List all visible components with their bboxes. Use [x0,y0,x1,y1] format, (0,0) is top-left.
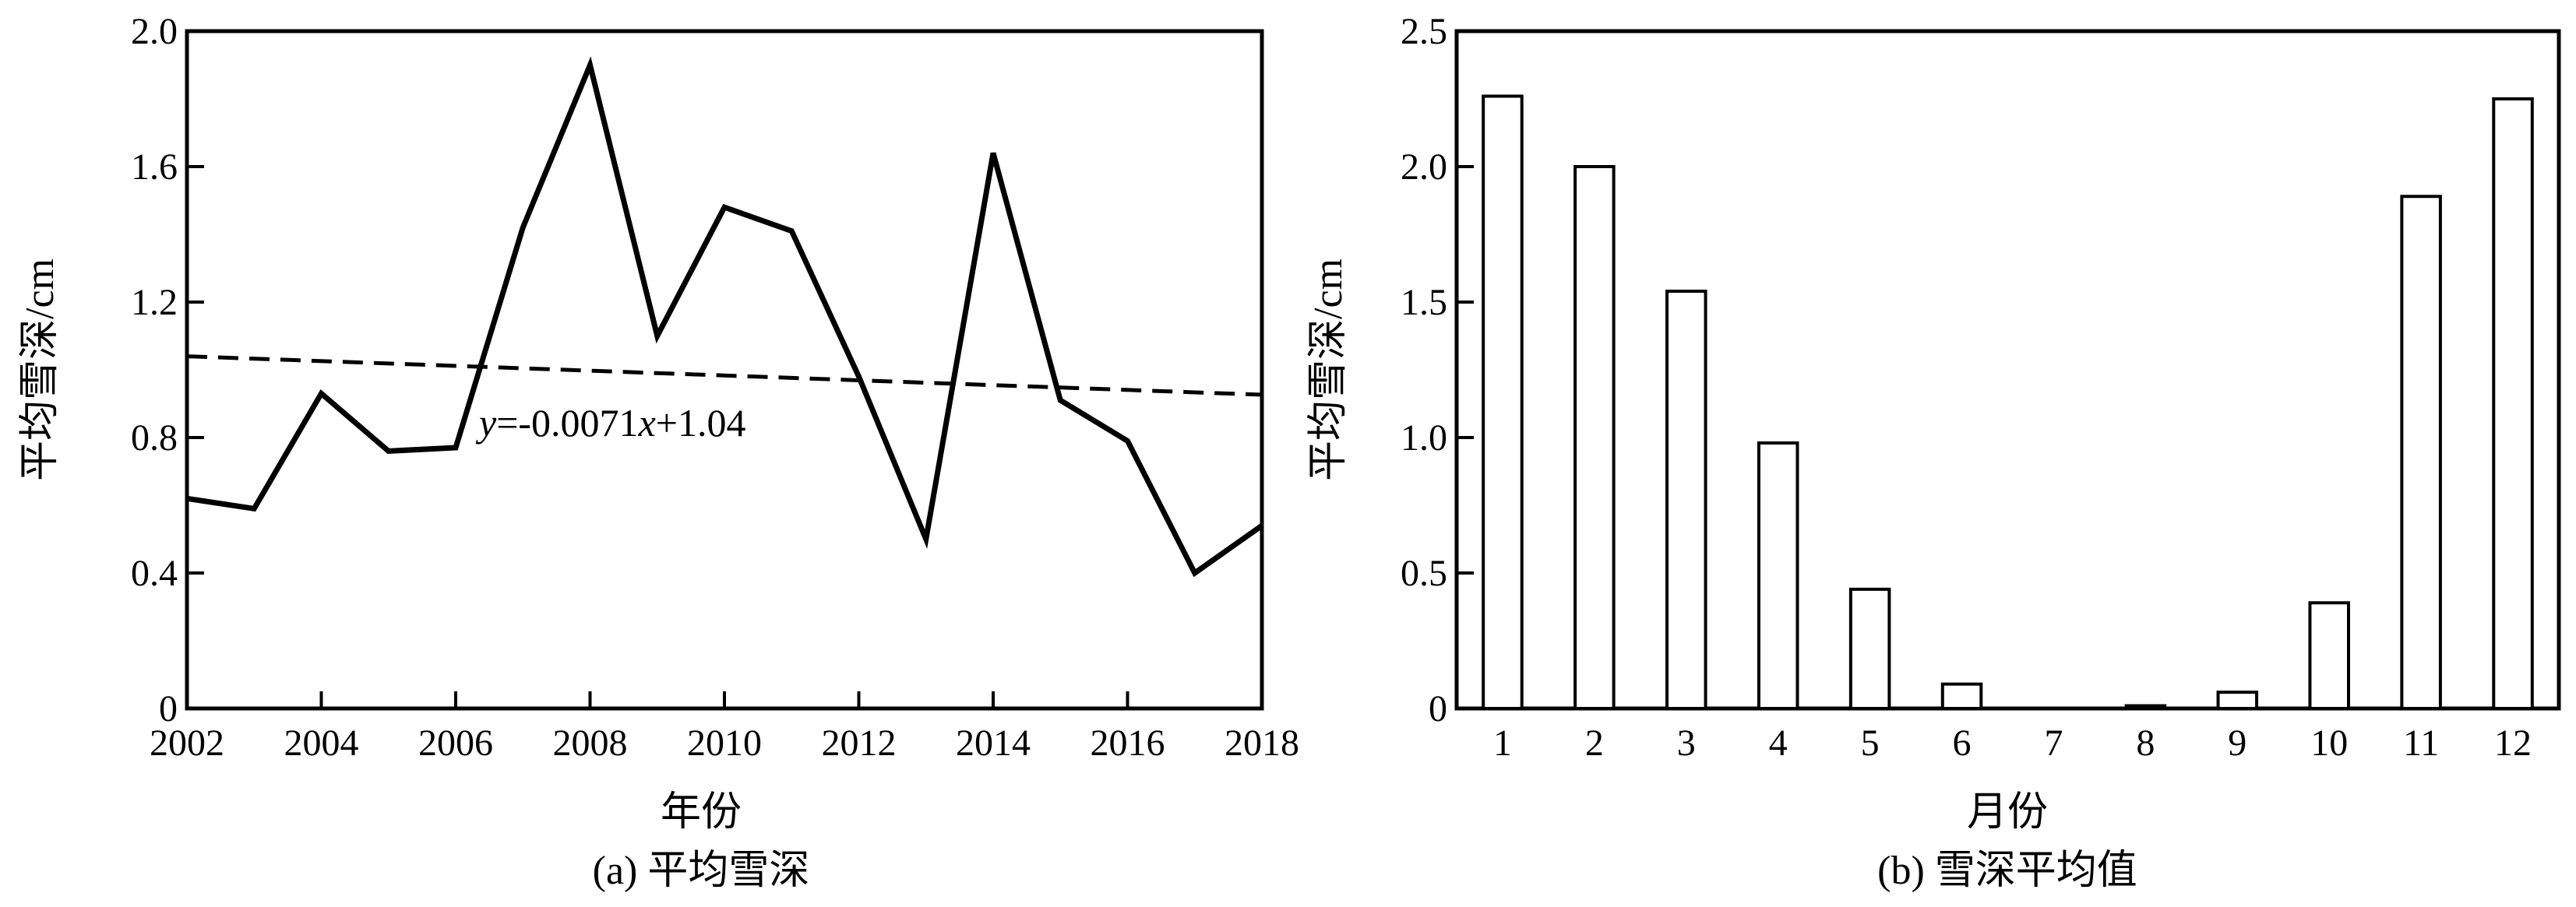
x-tick-label: 5 [1861,722,1880,764]
bar [2124,704,2167,711]
series-point [388,450,389,452]
panel-a-eqn-intercept: +1.04 [656,401,746,445]
panel-a-data-points [186,65,1263,574]
bar [1848,587,1891,710]
y-tick-label: 1.6 [131,146,178,188]
panel-a-y-ticks: 0 0.4 0.8 1.2 1.6 2.0 [131,11,204,729]
series-point [925,539,927,540]
panel-a-trend-equation: y=-0.0071x+1.04 [475,401,745,445]
panel-a-y-axis-label: 平均雪深/cm [18,258,62,481]
y-tick-label: 0 [159,688,178,729]
x-tick-label: 2010 [687,722,762,764]
x-tick-label: 9 [2228,722,2247,764]
panel-b-bars [1482,94,2534,711]
y-tick-label: 0.5 [1401,553,1447,594]
bar [1573,165,1616,710]
bar [1482,94,1524,710]
x-tick-label: 12 [2494,722,2532,764]
x-tick-label: 2014 [956,722,1031,764]
bar [2216,691,2259,710]
panel-b-y-axis-label: 平均雪深/cm [1306,258,1351,481]
x-tick-label: 8 [2136,722,2155,764]
x-tick-label: 4 [1769,722,1788,764]
panel-a-eqn-x: x [638,401,656,445]
panel-a-caption: (a) 平均雪深 [593,849,810,893]
panel-a-plot-frame [185,29,1264,711]
panel-a-x-ticks: 2002 2004 2006 2008 2010 2012 2014 2016 2018 [150,691,1299,764]
x-tick-label: 7 [2044,722,2063,764]
series-point [253,508,255,509]
x-tick-label: 2018 [1225,722,1299,764]
panel-b-x-ticks: 1 2 3 4 5 6 7 8 9 10 11 12 [1493,722,2532,764]
panel-a-line-chart: 0 0.4 0.8 1.2 1.6 2.0 2002 2004 2006 2008 2010 201… [18,11,1299,893]
panel-a-series-line [186,56,1264,578]
panel-a-trend-line [186,354,1263,397]
y-tick-label: 1.5 [1401,282,1447,323]
series-point [1059,399,1061,401]
y-tick-label: 2.5 [1401,11,1447,52]
panel-b-plot-frame [1454,29,2561,711]
y-tick-label: 0 [1429,688,1447,729]
y-tick-label: 2.0 [1401,146,1447,188]
panel-b-caption: (b) 雪深平均值 [1877,849,2137,893]
x-tick-label: 2008 [553,722,628,764]
panel-a-eqn-y: y [475,401,497,445]
panel-a-x-axis-label: 年份 [661,790,742,835]
bar [1665,290,1707,710]
x-tick-label: 2012 [822,722,897,764]
bar [2400,195,2442,710]
x-tick-label: 2002 [150,722,224,764]
series-point [724,206,725,208]
bar [1757,441,1799,711]
y-tick-label: 1.2 [131,282,178,323]
series-point [1194,572,1196,574]
y-tick-label: 1.0 [1401,417,1447,459]
series-point [791,230,792,232]
x-tick-label: 6 [1953,722,1972,764]
series-point [186,497,188,499]
bar [2492,97,2534,710]
panel-b-bar-chart: 00.51.01.52.02.5 1 2 3 4 5 6 7 8 9 10 11 12 月份 平均雪深… [1306,11,2561,893]
panel-b-x-axis-label: 月份 [1967,790,2048,835]
x-tick-label: 3 [1677,722,1696,764]
x-tick-label: 2004 [284,722,359,764]
y-tick-label: 2.0 [131,11,178,52]
bar [1940,682,1983,710]
x-tick-label: 11 [2403,722,2439,764]
panel-b-y-ticks: 0 0.5 1.0 1.5 2.0 2.5 [1401,11,1474,729]
y-tick-label: 0.4 [131,553,178,594]
panel-a-eqn-coef: =-0.0071 [496,401,638,445]
series-point [321,392,322,394]
x-tick-label: 10 [2310,722,2348,764]
x-tick-label: 2006 [418,722,493,764]
x-tick-label: 1 [1493,722,1512,764]
y-tick-label: 0.8 [131,417,178,459]
series-point [858,376,859,378]
x-tick-label: 2 [1585,722,1604,764]
x-tick-label: 2016 [1091,722,1165,764]
bar [2308,601,2350,711]
